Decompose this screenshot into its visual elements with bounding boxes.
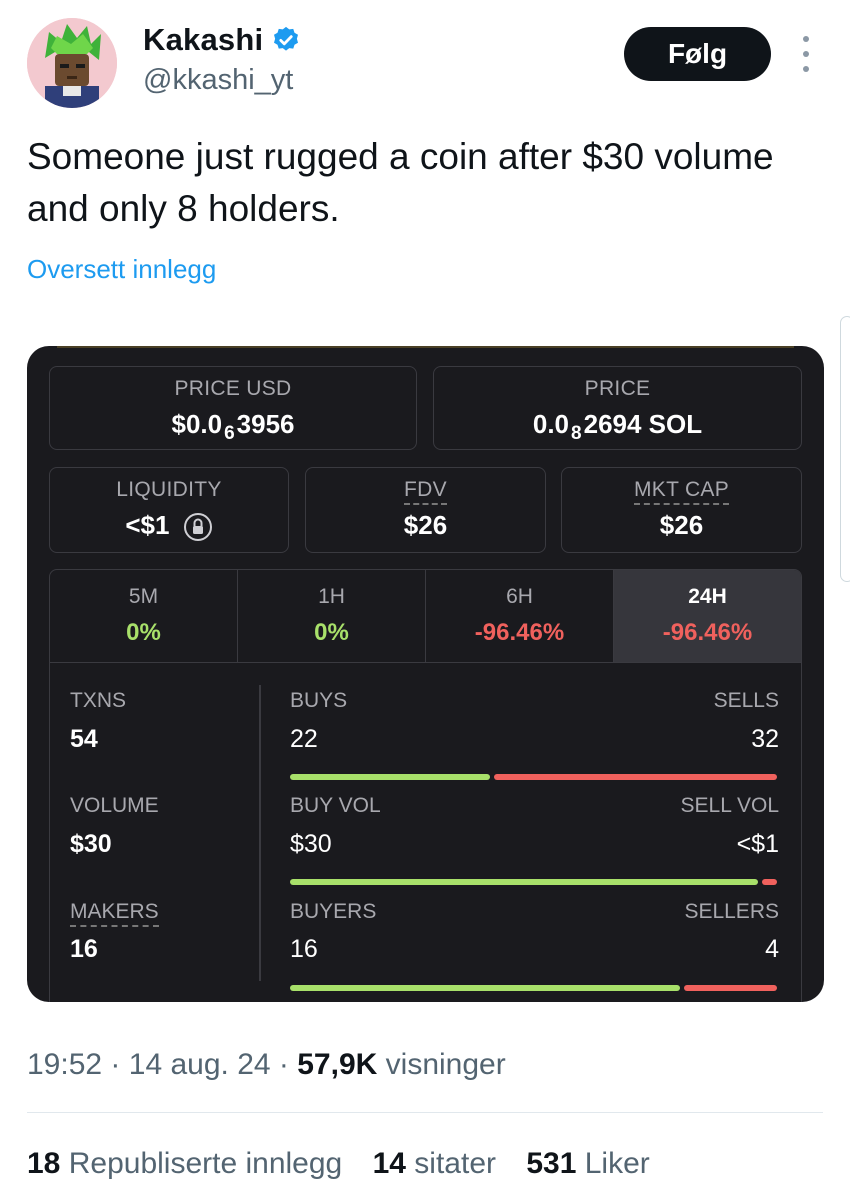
sellers-bar	[684, 985, 777, 991]
engagement-bar: 18 Republiserte innlegg 14 sitater 531 L…	[27, 1147, 650, 1181]
sell-vol-bar	[762, 879, 777, 885]
timeframe-tabs: 5M 0% 1H 0% 6H -96.46% 24H -96.46%	[49, 569, 802, 663]
tab-24h-change: -96.46%	[662, 619, 753, 646]
meta-separator: ·	[110, 1048, 121, 1081]
fdv-label-wrap: FDV	[306, 478, 545, 505]
tweet-meta: 19:52 · 14 aug. 24 · 57,9K visninger	[27, 1048, 506, 1082]
tab-6h[interactable]: 6H -96.46%	[426, 570, 614, 662]
author-name-text[interactable]: Kakashi	[143, 22, 264, 57]
tab-1h[interactable]: 1H 0%	[238, 570, 426, 662]
tab-1h-label: 1H	[318, 585, 345, 608]
reposts-label: Republiserte innlegg	[68, 1147, 343, 1180]
buys-value: 22	[290, 725, 318, 753]
more-vertical-icon[interactable]	[796, 36, 816, 72]
translate-link[interactable]: Oversett innlegg	[27, 254, 217, 284]
sell-vol-value: <$1	[736, 830, 779, 858]
more-dot	[803, 51, 809, 57]
views-count: 57,9K	[297, 1048, 378, 1081]
avatar-image	[27, 18, 117, 108]
divider	[27, 1112, 823, 1113]
tab-24h[interactable]: 24H -96.46%	[614, 570, 801, 662]
sell-vol-label: SELL VOL	[680, 794, 779, 817]
price-subscript: 8	[571, 423, 582, 444]
mkt-cap-cell: MKT CAP $26	[561, 467, 802, 553]
tab-6h-change: -96.46%	[474, 619, 565, 646]
card-top-edge	[57, 346, 794, 348]
liquidity-label: LIQUIDITY	[116, 478, 222, 501]
price-usd-subscript: 6	[224, 423, 235, 444]
sells-bar	[494, 774, 777, 780]
token-stats-image[interactable]: PRICE USD $0.0 63956 PRICE 0.0 82694 SOL L…	[27, 346, 824, 1002]
verified-badge-icon	[274, 26, 299, 51]
tab-5m-label: 5M	[128, 585, 159, 608]
price-usd-suffix: 3956	[236, 409, 295, 439]
liquidity-value: <$1	[50, 510, 288, 542]
price-suffix: 2694 SOL	[583, 409, 703, 439]
lock-icon	[183, 513, 212, 542]
makers-label: MAKERS	[70, 900, 159, 927]
volume-label: VOLUME	[70, 794, 159, 817]
price-sol-cell: PRICE 0.0 82694 SOL	[433, 366, 802, 450]
mkt-cap-value: $26	[659, 510, 704, 540]
follow-button[interactable]: Følg	[624, 27, 771, 81]
buy-vol-value: $30	[290, 830, 332, 858]
txns-label: TXNS	[70, 689, 127, 712]
price-usd-label: PRICE USD	[174, 377, 292, 400]
sellers-label: SELLERS	[684, 900, 779, 923]
avatar[interactable]	[27, 18, 117, 108]
mkt-cap-label: MKT CAP	[633, 478, 730, 505]
buyers-value: 16	[290, 935, 318, 963]
price-prefix: 0.0	[532, 409, 570, 439]
fdv-label: FDV	[404, 478, 447, 505]
price-usd-cell: PRICE USD $0.0 63956	[49, 366, 417, 450]
tab-6h-label: 6H	[506, 585, 533, 608]
buys-bar	[290, 774, 490, 780]
author-name[interactable]: Kakashi	[143, 22, 301, 58]
makers-label-wrap: MAKERS	[70, 900, 159, 927]
likes-link[interactable]: 531 Liker	[526, 1147, 649, 1180]
tab-5m[interactable]: 5M 0%	[50, 570, 238, 662]
views-label: visninger	[385, 1048, 506, 1081]
tweet-date[interactable]: 14 aug. 24	[128, 1048, 271, 1081]
buy-vol-label: BUY VOL	[290, 794, 381, 817]
likes-label: Liker	[584, 1147, 650, 1180]
sells-label: SELLS	[713, 689, 779, 712]
price-usd-prefix: $0.0	[171, 409, 223, 439]
meta-separator: ·	[278, 1048, 289, 1081]
sellers-value: 4	[765, 935, 779, 963]
price-label: PRICE	[584, 377, 651, 400]
quotes-link[interactable]: 14 sitater	[373, 1147, 496, 1180]
likes-count: 531	[526, 1147, 577, 1180]
author-handle[interactable]: @kkashi_yt	[143, 64, 294, 96]
makers-value: 16	[70, 935, 98, 963]
txns-value: 54	[70, 725, 98, 753]
tab-24h-label: 24H	[688, 585, 727, 608]
tweet-text: Someone just rugged a coin after $30 vol…	[27, 136, 774, 229]
fdv-cell: FDV $26	[305, 467, 546, 553]
liquidity-cell: LIQUIDITY <$1	[49, 467, 289, 553]
liquidity-value-text: <$1	[125, 510, 170, 540]
price-value: 0.0 82694 SOL	[434, 409, 801, 444]
buys-label: BUYS	[290, 689, 348, 712]
stats-divider	[259, 685, 261, 981]
tab-1h-change: 0%	[314, 619, 349, 646]
reposts-count: 18	[27, 1147, 61, 1180]
more-dot	[803, 36, 809, 42]
mkt-cap-label-wrap: MKT CAP	[562, 478, 801, 505]
reposts-link[interactable]: 18 Republiserte innlegg	[27, 1147, 342, 1180]
buyers-bar	[290, 985, 680, 991]
tweet-time[interactable]: 19:52	[27, 1048, 103, 1081]
scrollbar[interactable]	[840, 316, 850, 582]
tab-5m-change: 0%	[126, 619, 161, 646]
buy-vol-bar	[290, 879, 758, 885]
volume-value: $30	[70, 830, 112, 858]
sells-value: 32	[751, 725, 779, 753]
fdv-value: $26	[403, 510, 448, 540]
more-dot	[803, 66, 809, 72]
price-usd-value: $0.0 63956	[50, 409, 416, 444]
buyers-label: BUYERS	[290, 900, 377, 923]
quotes-label: sitater	[414, 1147, 496, 1180]
quotes-count: 14	[372, 1147, 406, 1180]
transaction-stats: TXNS 54 BUYS 22 SELLS 32 VOLUME $30 BUY …	[49, 663, 802, 1002]
